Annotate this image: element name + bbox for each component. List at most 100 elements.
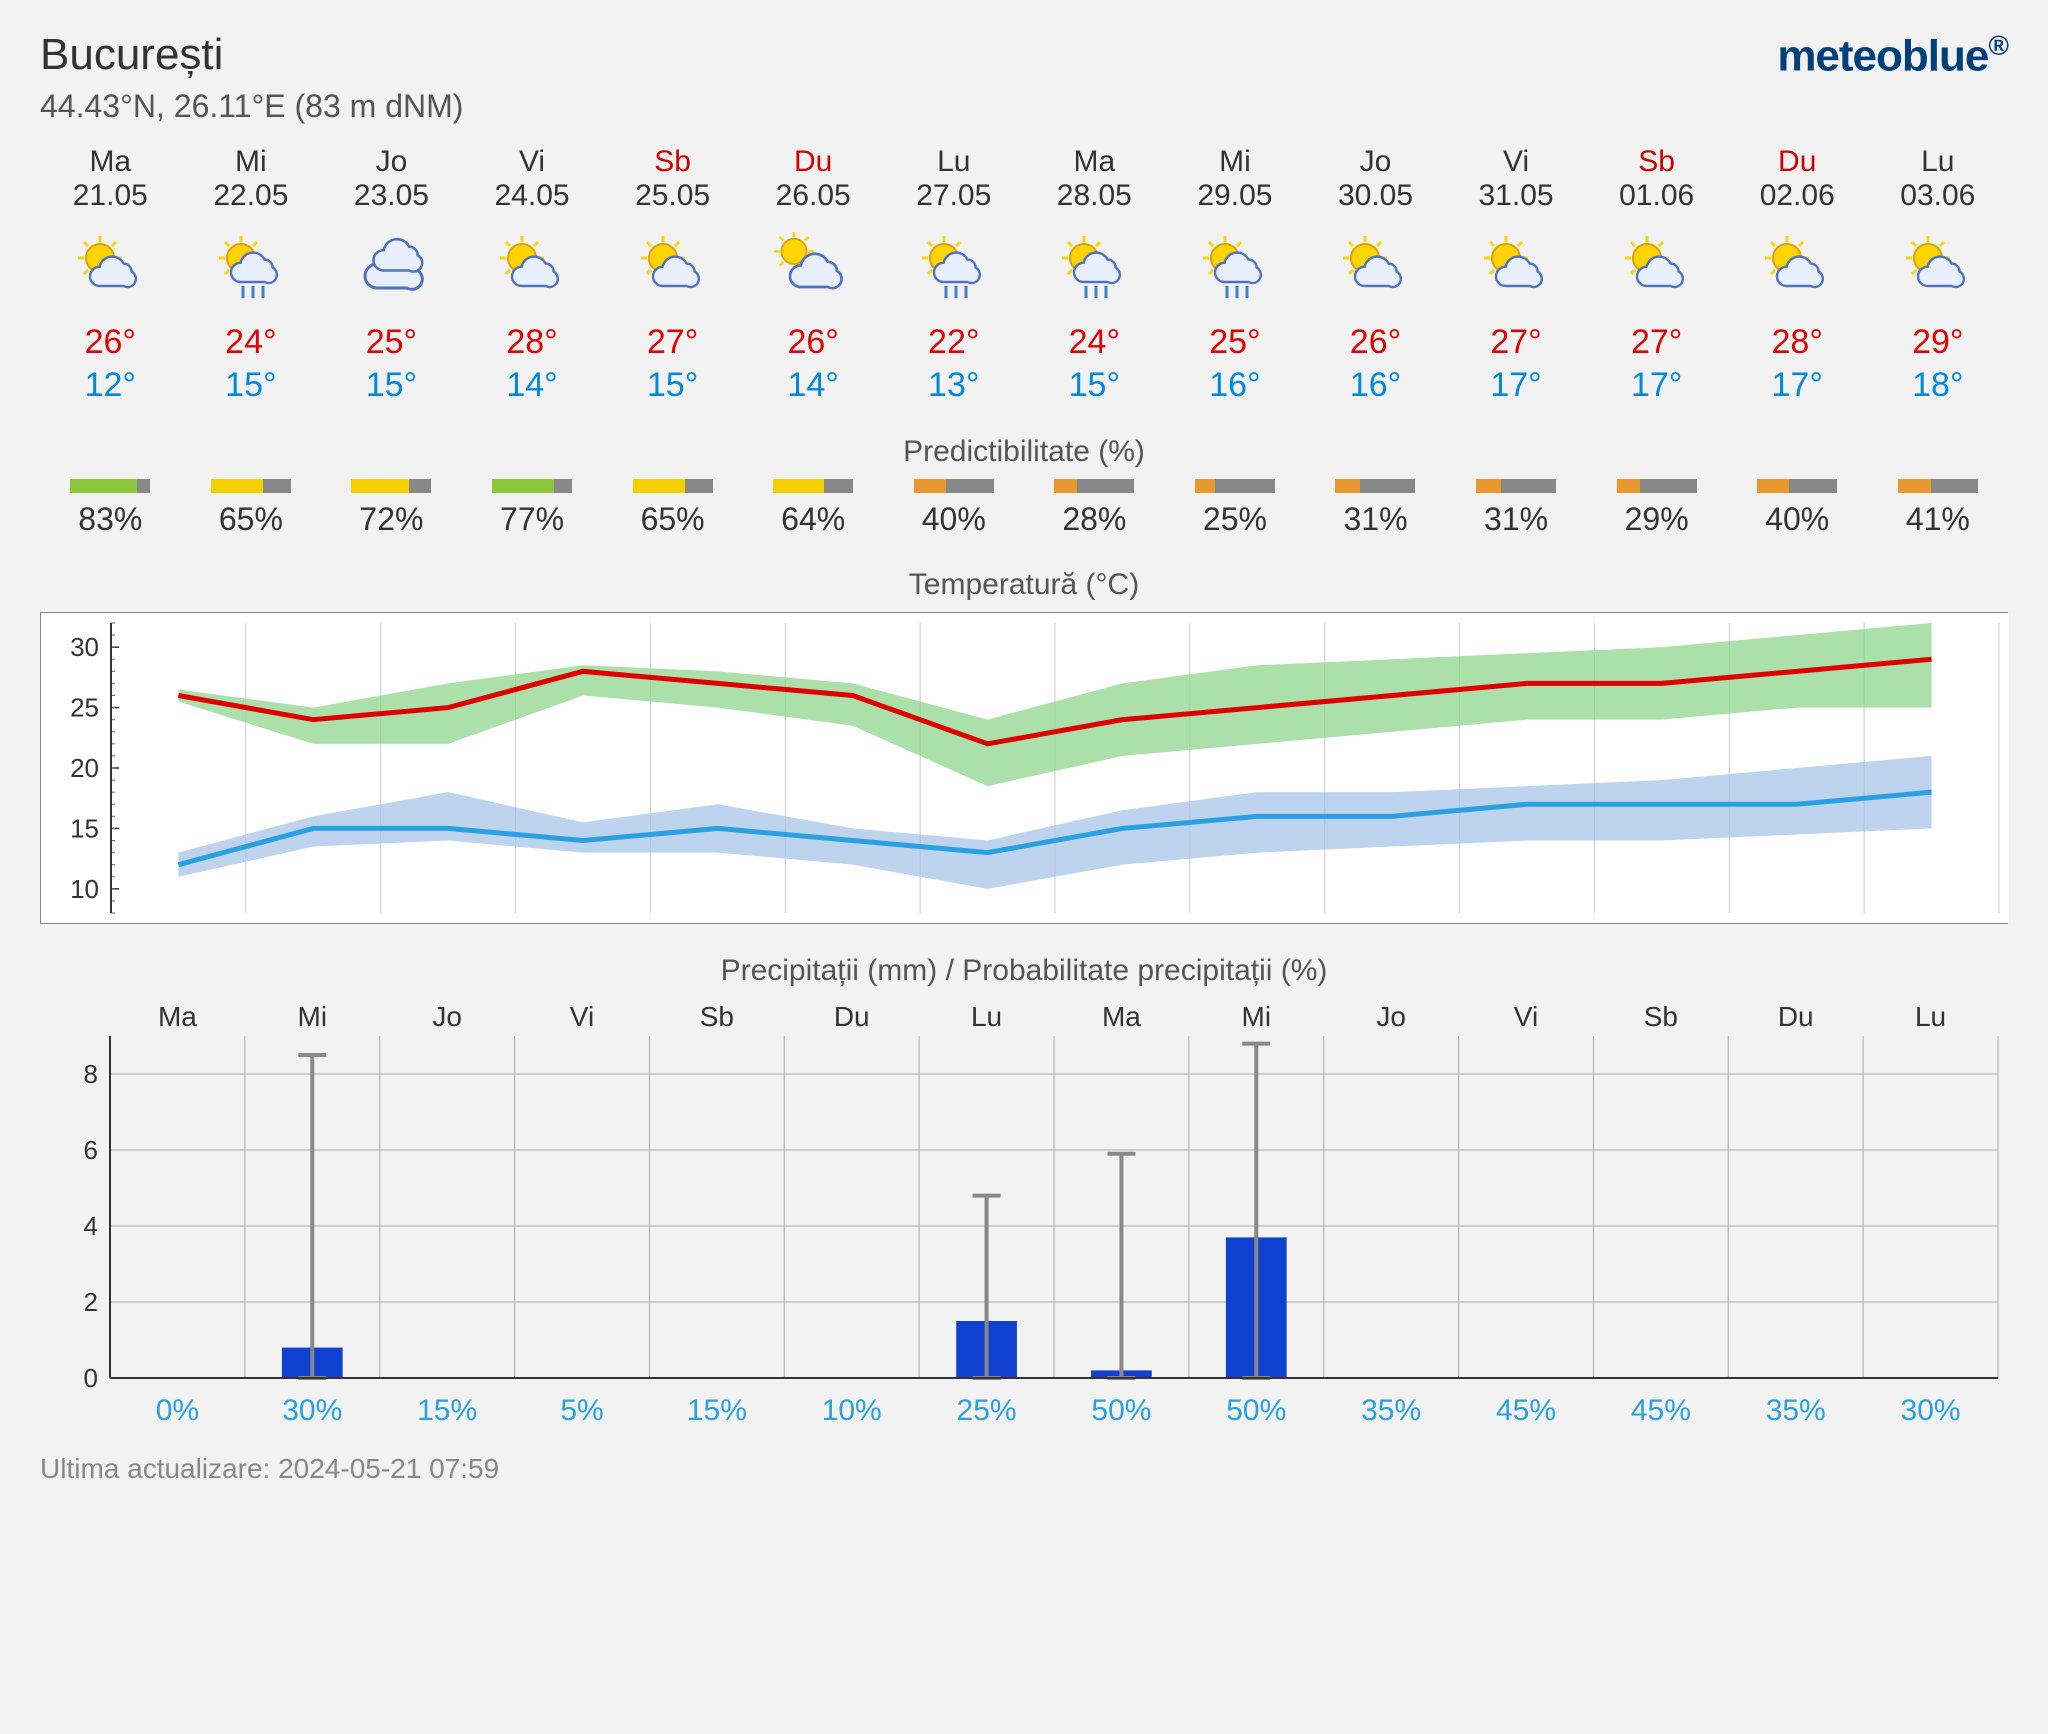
predictability-bar [1476, 479, 1556, 493]
day-date: 26.05 [743, 179, 884, 213]
predictability-bar [1757, 479, 1837, 493]
svg-text:Du: Du [1778, 1001, 1814, 1032]
day-date: 28.05 [1024, 179, 1165, 213]
predictability-bar [1898, 479, 1978, 493]
predictability-bar [211, 479, 291, 493]
day-date: 21.05 [40, 179, 181, 213]
svg-text:Sb: Sb [700, 1001, 734, 1032]
day-column: Mi 22.05 24° 15° [181, 145, 322, 405]
svg-text:Lu: Lu [1915, 1001, 1946, 1032]
weather-icon [1305, 223, 1446, 313]
temperature-title: Temperatură (°C) [40, 568, 2008, 602]
svg-text:Mi: Mi [298, 1001, 328, 1032]
temp-high: 26° [40, 323, 181, 362]
predictability-value: 77% [462, 501, 603, 538]
svg-text:Ma: Ma [1102, 1001, 1141, 1032]
temp-high: 28° [1727, 323, 1868, 362]
day-column: Jo 23.05 25° 15° [321, 145, 462, 405]
day-column: Lu 27.05 22° 13° [883, 145, 1024, 405]
svg-text:Lu: Lu [971, 1001, 1002, 1032]
temp-high: 27° [1446, 323, 1587, 362]
day-date: 01.06 [1586, 179, 1727, 213]
predictability-value: 83% [40, 501, 181, 538]
predictability-value: 25% [1165, 501, 1306, 538]
temp-high: 25° [1165, 323, 1306, 362]
weather-icon [883, 223, 1024, 313]
temp-high: 27° [1586, 323, 1727, 362]
predictability-cell: 64% [743, 479, 884, 538]
predictability-value: 29% [1586, 501, 1727, 538]
svg-text:0: 0 [84, 1363, 98, 1393]
predictability-value: 31% [1446, 501, 1587, 538]
svg-text:4: 4 [84, 1211, 98, 1241]
day-date: 25.05 [602, 179, 743, 213]
temp-low: 15° [1024, 366, 1165, 405]
temp-low: 17° [1446, 366, 1587, 405]
day-date: 03.06 [1868, 179, 2009, 213]
predictability-bar [1054, 479, 1134, 493]
weather-icon [181, 223, 322, 313]
weather-icon [1868, 223, 2009, 313]
day-name: Jo [321, 145, 462, 179]
weather-icon [1727, 223, 1868, 313]
svg-text:15%: 15% [687, 1394, 747, 1427]
day-name: Du [1727, 145, 1868, 179]
svg-text:15: 15 [70, 813, 99, 843]
predictability-bar [773, 479, 853, 493]
day-name: Sb [1586, 145, 1727, 179]
predictability-bar [1617, 479, 1697, 493]
svg-text:Ma: Ma [158, 1001, 197, 1032]
day-column: Ma 28.05 24° 15° [1024, 145, 1165, 405]
temp-low: 12° [40, 366, 181, 405]
predictability-value: 40% [883, 501, 1024, 538]
day-name: Lu [1868, 145, 2009, 179]
forecast-row: Ma 21.05 26° 12° Mi 22.05 24° 15° Jo 23.… [40, 145, 2008, 405]
predictability-value: 28% [1024, 501, 1165, 538]
weather-icon [321, 223, 462, 313]
predictability-cell: 83% [40, 479, 181, 538]
temp-high: 26° [1305, 323, 1446, 362]
svg-text:30%: 30% [1901, 1394, 1961, 1427]
predictability-bar [1195, 479, 1275, 493]
day-column: Ma 21.05 26° 12° [40, 145, 181, 405]
predictability-cell: 77% [462, 479, 603, 538]
predictability-cell: 25% [1165, 479, 1306, 538]
svg-text:2: 2 [84, 1287, 98, 1317]
svg-text:35%: 35% [1361, 1394, 1421, 1427]
predictability-cell: 41% [1868, 479, 2009, 538]
predictability-cell: 65% [602, 479, 743, 538]
svg-text:25: 25 [70, 693, 99, 723]
temp-high: 24° [1024, 323, 1165, 362]
location-name: București [40, 30, 463, 80]
day-date: 02.06 [1727, 179, 1868, 213]
weather-icon [462, 223, 603, 313]
precipitation-chart: 02468MaMiJoViSbDuLuMaMiJoViSbDuLu0%30%15… [40, 998, 2008, 1438]
day-column: Du 02.06 28° 17° [1727, 145, 1868, 405]
svg-text:30%: 30% [282, 1394, 342, 1427]
temp-low: 16° [1165, 366, 1306, 405]
last-update: Ultima actualizare: 2024-05-21 07:59 [40, 1453, 2008, 1485]
day-column: Jo 30.05 26° 16° [1305, 145, 1446, 405]
svg-text:5%: 5% [560, 1394, 603, 1427]
day-date: 24.05 [462, 179, 603, 213]
day-column: Lu 03.06 29° 18° [1868, 145, 2009, 405]
weather-icon [1586, 223, 1727, 313]
temp-low: 18° [1868, 366, 2009, 405]
day-name: Mi [1165, 145, 1306, 179]
precipitation-title: Precipitații (mm) / Probabilitate precip… [40, 954, 2008, 988]
svg-text:50%: 50% [1226, 1394, 1286, 1427]
day-column: Sb 25.05 27° 15° [602, 145, 743, 405]
predictability-value: 31% [1305, 501, 1446, 538]
weather-icon [602, 223, 743, 313]
svg-text:45%: 45% [1631, 1394, 1691, 1427]
temp-high: 27° [602, 323, 743, 362]
predictability-cell: 40% [883, 479, 1024, 538]
temp-high: 25° [321, 323, 462, 362]
day-date: 22.05 [181, 179, 322, 213]
temp-low: 15° [181, 366, 322, 405]
predictability-value: 72% [321, 501, 462, 538]
svg-text:45%: 45% [1496, 1394, 1556, 1427]
svg-text:Sb: Sb [1644, 1001, 1678, 1032]
predictability-cell: 65% [181, 479, 322, 538]
temp-low: 14° [462, 366, 603, 405]
